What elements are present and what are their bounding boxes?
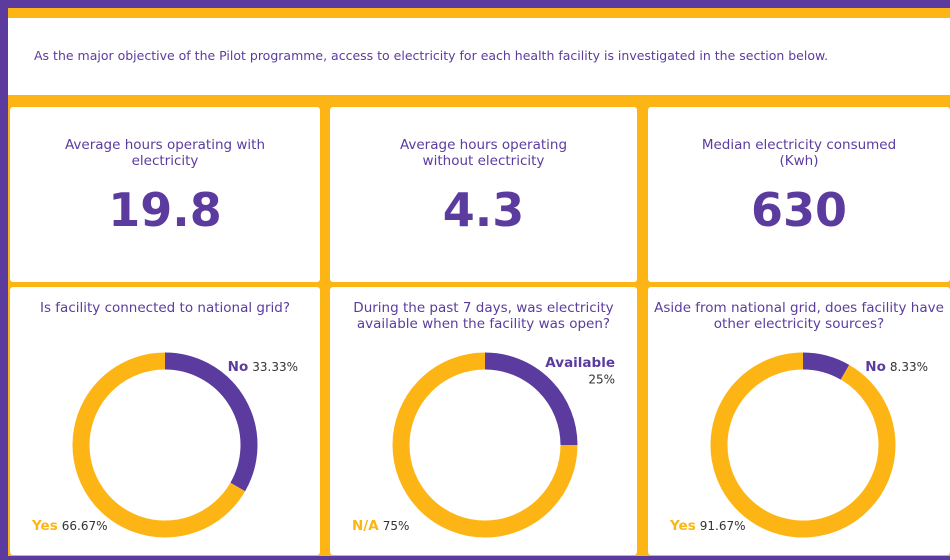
donut-segment bbox=[392, 352, 578, 538]
donut-segment bbox=[484, 352, 578, 446]
segment-category: N/A bbox=[352, 518, 379, 534]
segment-category: Yes bbox=[669, 518, 696, 534]
segment-category: No bbox=[228, 359, 249, 375]
kpi-value: 4.3 bbox=[442, 183, 525, 237]
pie-card: Is facility connected to national grid? N… bbox=[10, 287, 320, 555]
segment-label: Available bbox=[545, 355, 615, 371]
donut-segment bbox=[802, 352, 850, 380]
kpi-card: Average hours operating without electric… bbox=[330, 107, 637, 282]
kpi-card: Median electricity consumed (Kwh) 630 bbox=[648, 107, 950, 282]
segment-value: 25% bbox=[588, 373, 615, 387]
segment-value: 33.33% bbox=[252, 360, 298, 374]
pie-card: Aside from national grid, does facility … bbox=[648, 287, 950, 555]
donut-segment bbox=[710, 352, 896, 538]
kpi-value: 630 bbox=[750, 183, 848, 237]
donut-chart: No 8.33% Yes 91.67% bbox=[669, 352, 928, 538]
intro-text: As the major objective of the Pilot prog… bbox=[8, 18, 950, 95]
pie-title: During the past 7 days, was electricity … bbox=[353, 300, 614, 332]
segment-value: 66.67% bbox=[62, 519, 108, 533]
donut-chart: No 33.33% Yes 66.67% bbox=[31, 352, 298, 538]
segment-category: Yes bbox=[31, 518, 58, 534]
segment-category: Available bbox=[545, 355, 615, 371]
donut-segment bbox=[164, 352, 258, 492]
kpi-label: Average hours operating with electricity bbox=[64, 137, 266, 169]
kpi-label: Average hours operating without electric… bbox=[399, 137, 568, 169]
kpi-card: Average hours operating with electricity… bbox=[10, 107, 320, 282]
pie-card: During the past 7 days, was electricity … bbox=[330, 287, 637, 555]
segment-label: No 8.33% bbox=[865, 359, 928, 375]
segment-value: 75% bbox=[383, 519, 410, 533]
segment-value: 91.67% bbox=[700, 519, 746, 533]
pie-title: Aside from national grid, does facility … bbox=[654, 300, 944, 332]
segment-label: No 33.33% bbox=[228, 359, 298, 375]
donut-chart: Available 25% N/A 75% bbox=[352, 352, 615, 538]
segment-label: Yes 91.67% bbox=[669, 518, 746, 534]
pie-title: Is facility connected to national grid? bbox=[39, 300, 290, 316]
donut-segment bbox=[72, 352, 246, 538]
segment-label: Yes 66.67% bbox=[31, 518, 108, 534]
segment-category: No bbox=[865, 359, 886, 375]
segment-value: 8.33% bbox=[890, 360, 928, 374]
kpi-label: Median electricity consumed (Kwh) bbox=[701, 137, 897, 169]
segment-label: N/A 75% bbox=[352, 518, 409, 534]
kpi-value: 19.8 bbox=[108, 183, 222, 237]
